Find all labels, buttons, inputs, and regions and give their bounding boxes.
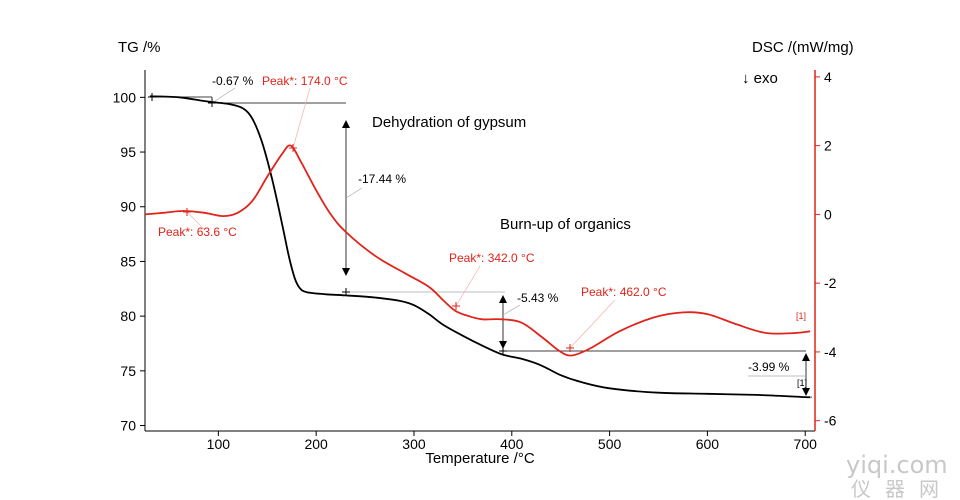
annotation-burnup: Burn-up of organics: [500, 216, 631, 233]
x-axis-title: Temperature /°C: [425, 450, 535, 467]
left-axis-title: TG /%: [118, 39, 161, 56]
x-tick-label: 100: [207, 436, 231, 452]
left-y-tick-label: 70: [120, 418, 136, 434]
leader-tg2: [345, 187, 363, 199]
annotation-peak1: Peak*: 63.6 °C: [158, 225, 237, 239]
tg-curve: [149, 95, 812, 399]
right-axis-title: DSC /(mW/mg): [752, 39, 854, 56]
watermark-line1: yiqi.com: [846, 451, 948, 479]
x-tick-label: 300: [402, 436, 426, 452]
watermark-line2: 仪器网: [851, 477, 953, 500]
x-tick-label: 200: [304, 436, 328, 452]
marker-tg-start: [148, 93, 156, 101]
marker-label-black: [1]: [797, 378, 807, 388]
left-y-ticks: 70 75 80 85 90 95 100: [113, 89, 145, 434]
marker-peak2: [289, 144, 297, 152]
annotation-dehydration: Dehydration of gypsum: [372, 114, 526, 131]
arrow-head-down-4: [802, 388, 810, 396]
annotation-peak3: Peak*: 342.0 °C: [449, 251, 535, 265]
annotation-peak4: Peak*: 462.0 °C: [581, 285, 667, 299]
leader-tg3: [502, 304, 521, 316]
arrow-head-up-3: [499, 295, 507, 303]
x-ticks: 100 200 300 400 500 600 700: [207, 431, 817, 452]
left-y-tick-label: 75: [120, 363, 136, 379]
marker-tg-3: [499, 347, 507, 355]
arrow-head-down-2: [342, 268, 350, 276]
left-y-tick-label: 100: [113, 89, 137, 105]
arrow-head-up-4: [802, 353, 810, 361]
leader-peak1: [186, 211, 206, 231]
x-tick-label: 500: [598, 436, 622, 452]
left-y-tick-label: 80: [120, 308, 136, 324]
right-y-tick-label: -6: [824, 413, 837, 429]
dsc-curve: [144, 144, 811, 357]
marker-tg-2: [342, 288, 350, 296]
leader-tg1: [211, 87, 236, 104]
marker-tg-1: [208, 99, 216, 107]
marker-label-red: [1]: [796, 311, 806, 321]
annotation-peak2: Peak*: 174.0 °C: [262, 74, 348, 88]
x-tick-label: 400: [500, 436, 524, 452]
left-y-tick-label: 90: [120, 199, 136, 215]
leader-peak2: [292, 87, 311, 149]
annotation-tg3: -5.43 %: [517, 291, 559, 305]
right-y-tick-label: 2: [824, 138, 832, 154]
marker-peak1: [183, 208, 191, 216]
leader-peak4: [569, 299, 616, 349]
x-tick-label: 600: [696, 436, 720, 452]
annotation-tg1: -0.67 %: [212, 74, 254, 88]
arrow-head-up-2: [342, 120, 350, 128]
annotation-tg4: -3.99 %: [748, 360, 790, 374]
right-y-tick-label: 0: [824, 206, 832, 222]
left-y-tick-label: 95: [120, 144, 136, 160]
leader-peak3: [455, 265, 481, 307]
construction-lines: [152, 87, 810, 396]
marker-peak4: [566, 344, 574, 352]
annotation-tg2: -17.44 %: [358, 172, 406, 186]
arrow-head-down-3: [499, 341, 507, 349]
marker-peak3: [452, 302, 460, 310]
right-y-tick-label: 4: [824, 69, 832, 85]
right-y-ticks: -6 -4 -2 0 2 4: [815, 69, 837, 429]
right-y-tick-label: -2: [824, 275, 837, 291]
left-y-tick-label: 85: [120, 253, 136, 269]
exo-label: ↓ exo: [742, 70, 778, 87]
right-y-tick-label: -4: [824, 344, 837, 360]
x-tick-label: 700: [794, 436, 818, 452]
markers: [148, 93, 574, 355]
